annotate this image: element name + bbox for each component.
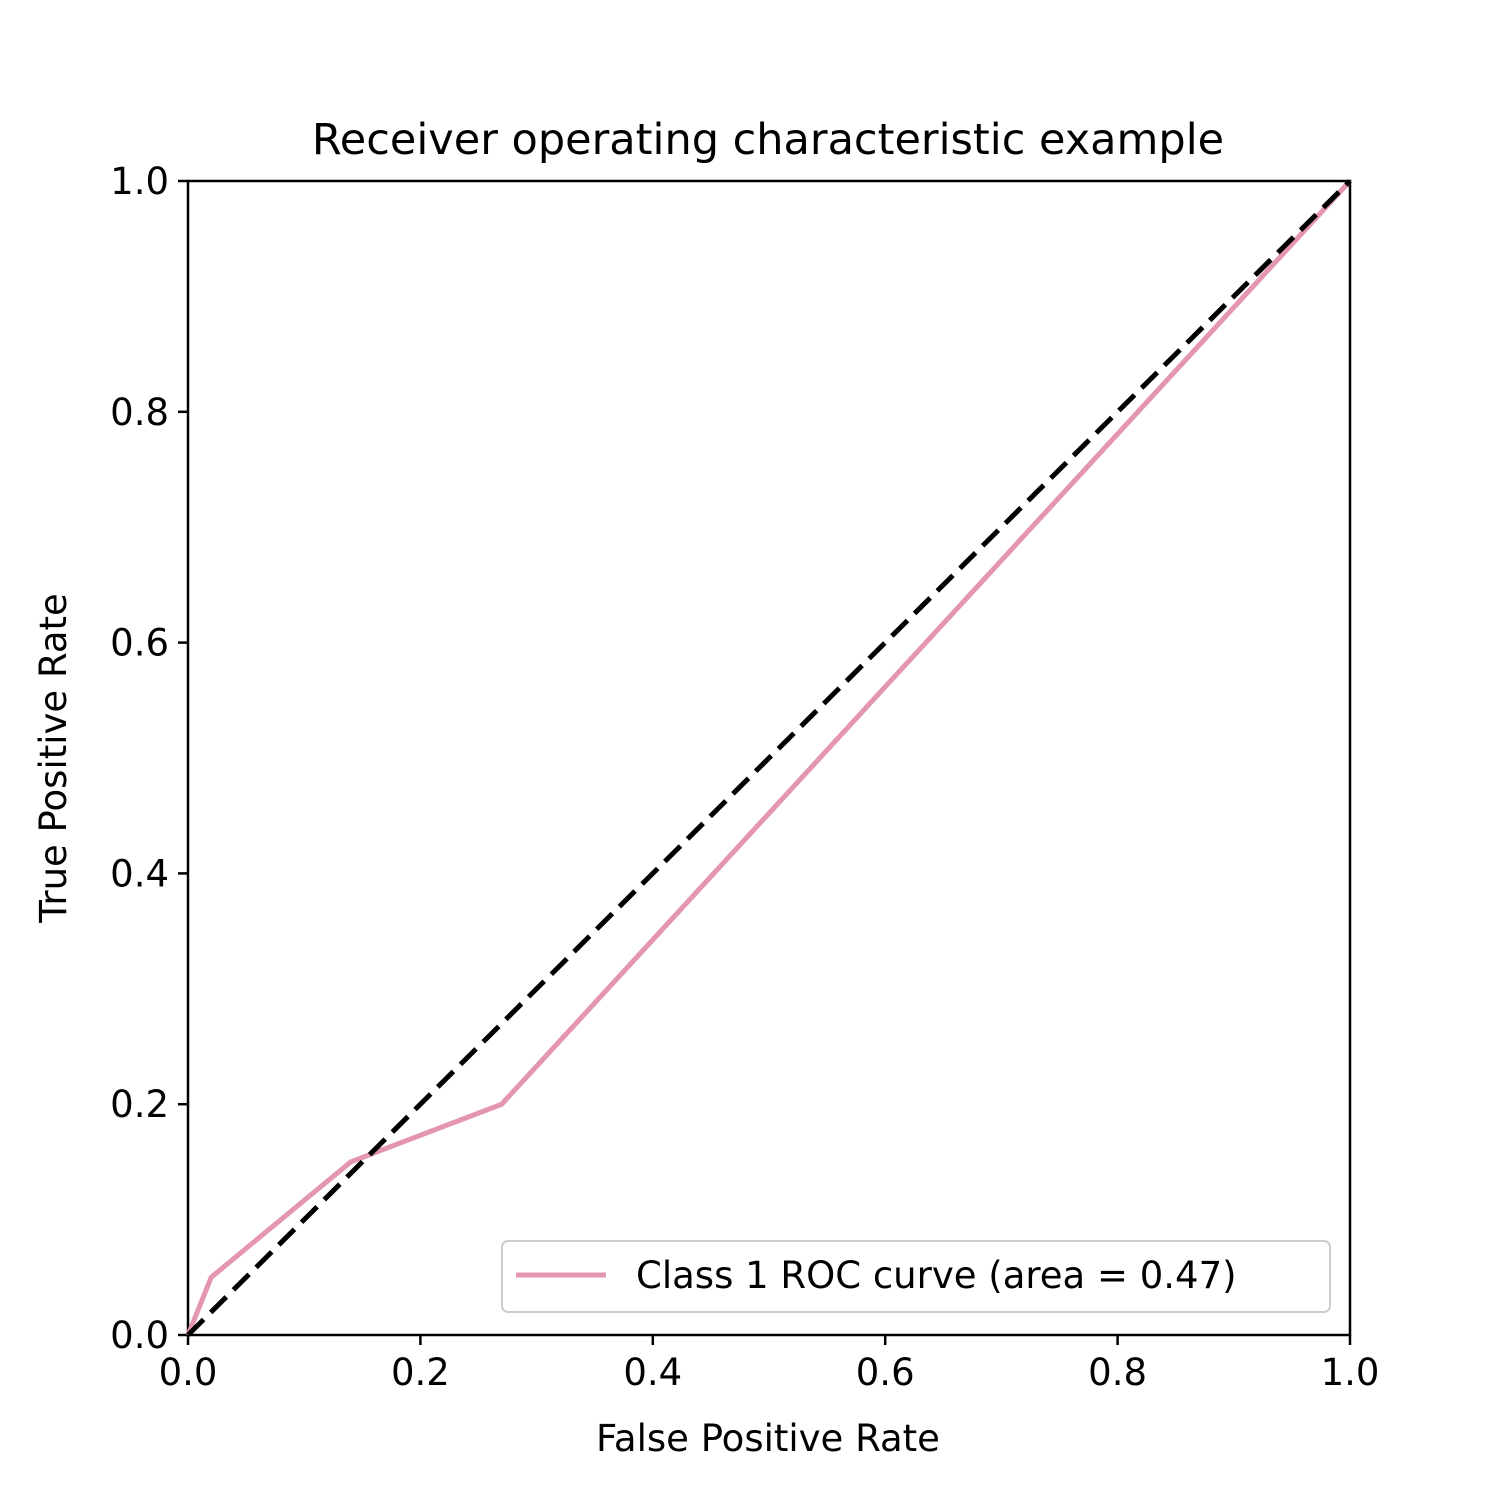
y-tick-label: 0.2 bbox=[110, 1083, 169, 1126]
x-axis-label: False Positive Rate bbox=[596, 1417, 940, 1460]
y-tick-label: 0.6 bbox=[110, 622, 169, 665]
x-tick-label: 0.0 bbox=[159, 1351, 218, 1394]
y-tick-label: 0.0 bbox=[110, 1314, 169, 1357]
legend: Class 1 ROC curve (area = 0.47) bbox=[501, 1240, 1331, 1313]
chart-title: Receiver operating characteristic exampl… bbox=[312, 115, 1224, 165]
x-tick-label: 0.2 bbox=[391, 1351, 450, 1394]
x-tick-label: 1.0 bbox=[1321, 1351, 1380, 1394]
x-tick-label: 0.6 bbox=[856, 1351, 915, 1394]
axes-frame bbox=[186, 179, 1352, 1337]
chance-diagonal-line bbox=[186, 179, 1352, 1337]
y-tick-label: 0.4 bbox=[110, 852, 169, 895]
y-axis-label: True Positive Rate bbox=[32, 593, 75, 924]
x-tick-label: 0.4 bbox=[623, 1351, 682, 1394]
roc-curve-line-class-1 bbox=[185, 179, 1352, 1336]
y-tick-label: 1.0 bbox=[110, 160, 169, 203]
x-tick-label: 0.8 bbox=[1088, 1351, 1147, 1394]
plot-area: 0.0 0.2 0.4 0.6 0.8 1.0 0.0 0.2 0.4 0.6 0.8 1.0 bbox=[110, 160, 1379, 1394]
legend-box bbox=[501, 1240, 1331, 1313]
legend-label-class-1: Class 1 ROC curve (area = 0.47) bbox=[636, 1254, 1237, 1297]
y-tick-label: 0.8 bbox=[110, 391, 169, 434]
